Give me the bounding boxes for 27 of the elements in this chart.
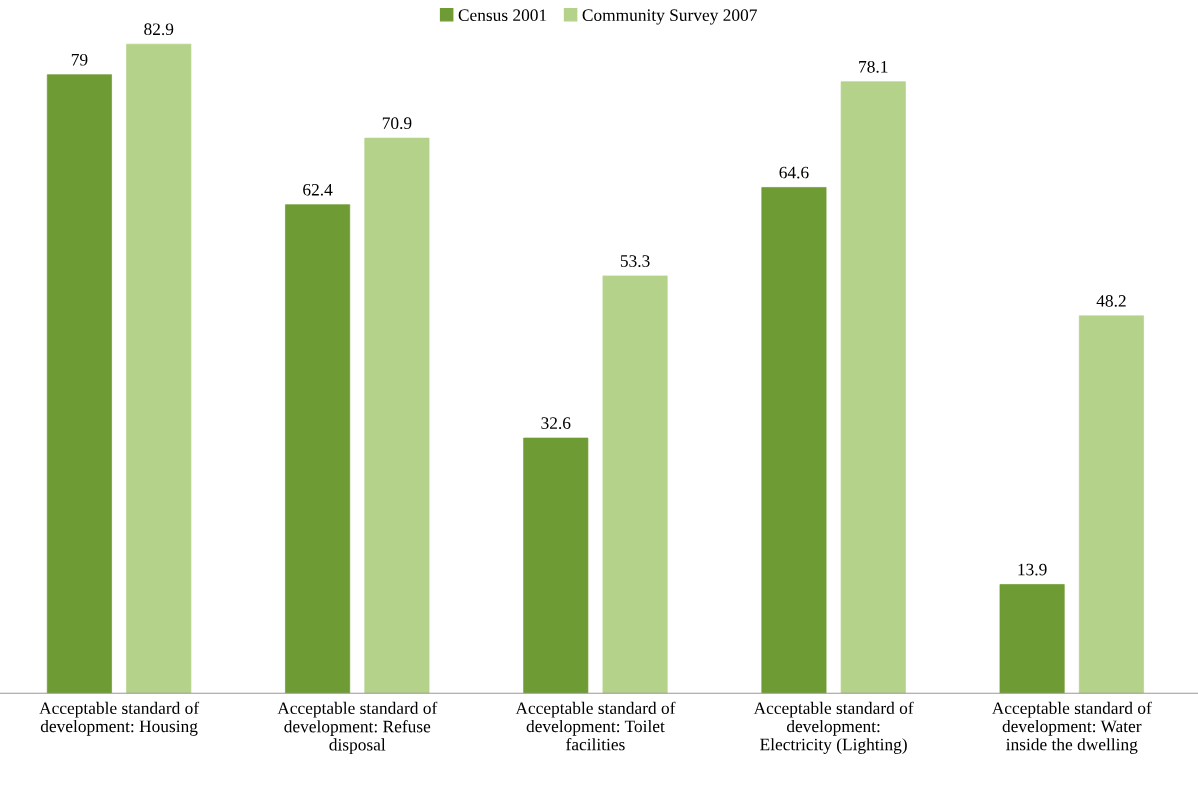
legend-label: Community Survey 2007 (582, 9, 757, 25)
x-tick-label: Acceptable standard of development: Housing (39, 701, 200, 736)
data-label: 53.3 (620, 255, 650, 267)
bar (1078, 315, 1144, 694)
data-label: 13.9 (1018, 563, 1047, 576)
x-tick-label: Acceptable standard of development: Toilet facilities (515, 701, 676, 751)
data-label: 78.1 (859, 60, 888, 73)
x-tick-label: Acceptable standard of development: Water inside the dwelling (991, 701, 1152, 754)
bar (285, 204, 351, 694)
bar (999, 584, 1065, 694)
bar (761, 187, 827, 694)
data-label: 82.9 (144, 23, 174, 36)
data-label: 70.9 (382, 117, 412, 130)
data-label: 79 (71, 53, 88, 66)
bar (602, 275, 668, 694)
data-label: 48.2 (1096, 295, 1126, 307)
bar (523, 437, 589, 694)
bar (126, 43, 192, 694)
data-label: 62.4 (303, 183, 333, 196)
x-tick-label: Acceptable standard of development: Refuse disposal (277, 701, 438, 755)
x-tick-label: Acceptable standard of development: Electricity (Lighting) (753, 701, 914, 754)
bar (840, 81, 906, 694)
data-label: 32.6 (541, 417, 571, 430)
data-label: 64.6 (779, 166, 809, 179)
legend-label: Census 2001 (458, 9, 547, 22)
bar (46, 74, 112, 694)
bar (364, 137, 430, 694)
